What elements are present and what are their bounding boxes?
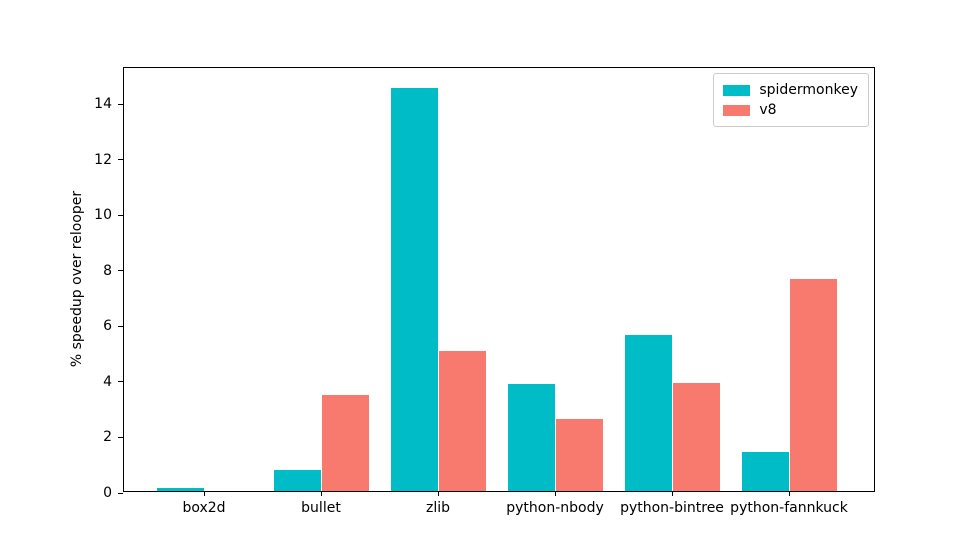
legend-label: spidermonkey <box>759 82 858 98</box>
legend-label: v8 <box>759 102 777 118</box>
y-tick-mark <box>118 103 123 105</box>
plot-area: 0 2 4 6 8 10 12 14 box2d bullet zlib python-nbody p… <box>94 67 875 516</box>
x-tick-label-python-bintree: python-bintree <box>620 500 724 516</box>
y-tick-mark <box>118 325 123 327</box>
bar-spidermonkey-python-bintree <box>625 335 672 491</box>
legend-item-v8: v8 <box>723 100 858 120</box>
y-tick-label: 2 <box>103 429 112 446</box>
x-tick-mark <box>555 491 556 496</box>
y-tick-label: 12 <box>94 151 112 168</box>
x-tick-mark <box>321 491 322 496</box>
legend-swatch-v8 <box>723 104 751 116</box>
x-tick-mark <box>438 491 439 496</box>
bar-spidermonkey-bullet <box>274 470 321 491</box>
y-tick-mark <box>118 492 123 494</box>
bar-v8-python-bintree <box>673 382 720 491</box>
bar-spidermonkey-box2d <box>157 488 204 491</box>
bar-v8-python-fannkuck <box>790 278 837 491</box>
y-tick-label: 8 <box>103 262 112 279</box>
legend-item-spidermonkey: spidermonkey <box>723 80 858 100</box>
y-tick-label: 4 <box>103 373 112 390</box>
bar-v8-bullet <box>322 395 369 491</box>
y-tick-label: 6 <box>103 318 112 335</box>
legend: spidermonkey v8 <box>713 73 869 127</box>
bar-spidermonkey-python-nbody <box>508 384 555 491</box>
y-tick-label: 10 <box>94 207 112 224</box>
y-tick-label: 0 <box>103 485 112 501</box>
y-tick-mark <box>118 214 123 216</box>
x-tick-label-python-fannkuck: python-fannkuck <box>730 500 848 516</box>
x-tick-label-python-nbody: python-nbody <box>506 500 604 516</box>
bar-v8-python-nbody <box>556 418 603 491</box>
y-tick-mark <box>118 270 123 272</box>
x-tick-mark <box>789 491 790 496</box>
x-tick-label-box2d: box2d <box>182 500 226 516</box>
y-tick-mark <box>118 436 123 438</box>
x-tick-label-bullet: bullet <box>301 500 341 516</box>
legend-swatch-spidermonkey <box>723 84 751 96</box>
y-tick-mark <box>118 159 123 161</box>
y-tick-mark <box>118 381 123 383</box>
bar-v8-zlib <box>439 350 486 491</box>
y-tick-label: 14 <box>94 96 112 113</box>
x-tick-label-zlib: zlib <box>425 500 451 516</box>
x-tick-mark <box>204 491 205 496</box>
bar-spidermonkey-zlib <box>391 88 438 491</box>
y-axis-title: % speedup over relooper <box>69 190 85 368</box>
x-tick-mark <box>672 491 673 496</box>
bar-spidermonkey-python-fannkuck <box>742 452 789 491</box>
